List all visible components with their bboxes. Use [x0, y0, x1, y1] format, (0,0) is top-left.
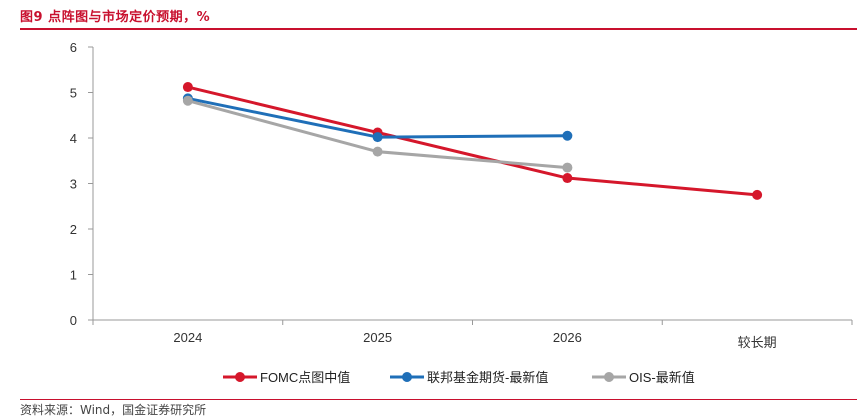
x-tick-label: 较长期 [738, 335, 777, 350]
y-tick-label: 5 [70, 86, 77, 101]
y-tick-label: 6 [70, 40, 77, 55]
chart: 0 1 2 3 4 5 6 2024 2025 2026 较长期 FOMC点图中值 联邦基金期货-最新… [70, 40, 853, 385]
data-point [182, 82, 193, 93]
title-rule [20, 28, 857, 30]
data-point [752, 189, 763, 200]
legend-marker-swatch [235, 372, 245, 382]
footer-rule [20, 399, 857, 400]
series-line [187, 85, 758, 197]
legend-label: FOMC点图中值 [260, 370, 350, 385]
data-point [372, 146, 383, 157]
series-2 [182, 95, 573, 173]
source-note: 资料来源：Wind，国金证券研究所 [20, 403, 207, 417]
y-tick-label: 1 [70, 268, 77, 283]
chart-axes: 0 1 2 3 4 5 6 2024 2025 2026 较长期 [70, 40, 853, 350]
x-tick-label: 2025 [363, 330, 392, 345]
legend-item: FOMC点图中值 [223, 370, 350, 385]
legend-label: 联邦基金期货-最新值 [427, 370, 548, 385]
series-0 [182, 82, 763, 200]
chart-series-layer [182, 82, 763, 200]
y-tick-label: 4 [70, 131, 77, 146]
data-point [562, 130, 573, 141]
x-tick-label: 2024 [173, 330, 202, 345]
legend-item: 联邦基金期货-最新值 [390, 370, 548, 385]
chart-legend: FOMC点图中值 联邦基金期货-最新值 OIS-最新值 [223, 370, 695, 385]
data-point [562, 162, 573, 173]
y-tick-label: 0 [70, 313, 77, 328]
x-tick-label: 2026 [553, 330, 582, 345]
legend-marker-swatch [604, 372, 614, 382]
legend-marker-swatch [402, 372, 412, 382]
data-point [182, 95, 193, 106]
figure-title: 图9 点阵图与市场定价预期，% [20, 10, 211, 25]
data-point [562, 173, 573, 184]
legend-item: OIS-最新值 [592, 370, 695, 385]
data-point [372, 132, 383, 143]
y-tick-label: 2 [70, 222, 77, 237]
y-tick-label: 3 [70, 177, 77, 192]
legend-label: OIS-最新值 [629, 370, 695, 385]
